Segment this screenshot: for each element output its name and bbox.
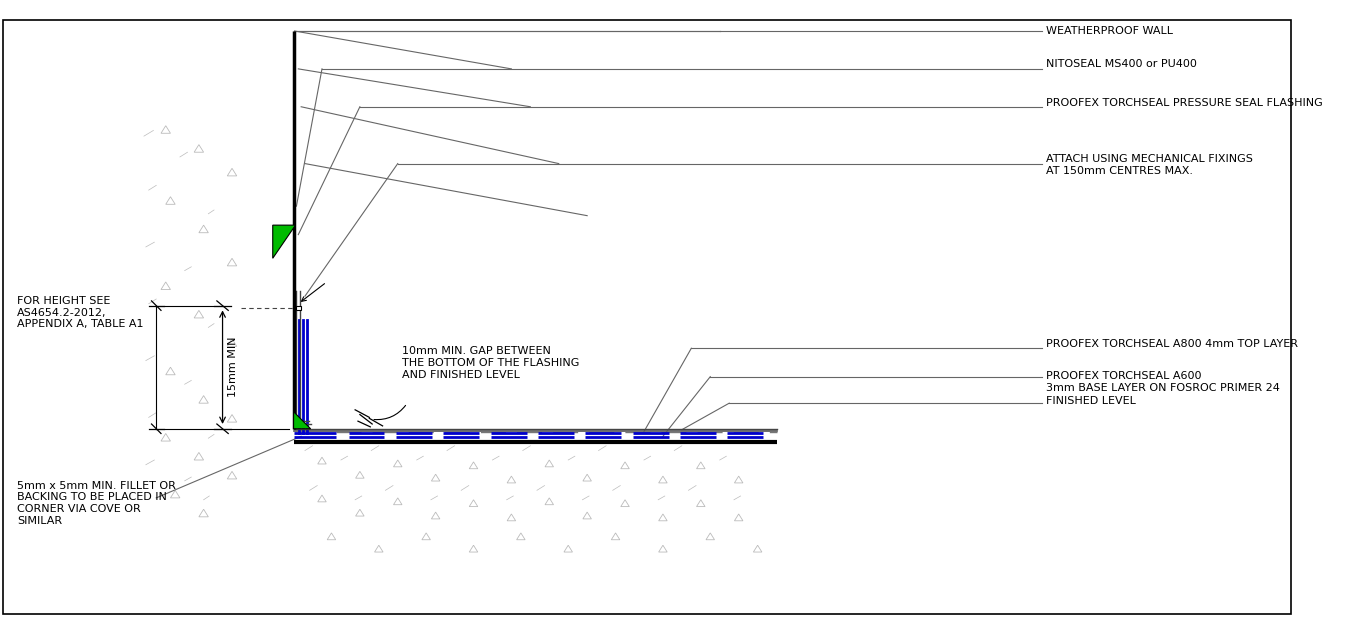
Text: PROOFEX TORCHSEAL A800 4mm TOP LAYER: PROOFEX TORCHSEAL A800 4mm TOP LAYER [1046, 339, 1299, 349]
Text: ATTACH USING MECHANICAL FIXINGS
AT 150mm CENTRES MAX.: ATTACH USING MECHANICAL FIXINGS AT 150mm… [1046, 154, 1254, 176]
Text: 5mm x 5mm MIN. FILLET OR
BACKING TO BE PLACED IN
CORNER VIA COVE OR
SIMILAR: 5mm x 5mm MIN. FILLET OR BACKING TO BE P… [16, 481, 176, 526]
Text: 10mm MIN. GAP BETWEEN
THE BOTTOM OF THE FLASHING
AND FINISHED LEVEL: 10mm MIN. GAP BETWEEN THE BOTTOM OF THE … [403, 346, 579, 380]
Polygon shape [294, 411, 310, 429]
Bar [296, 306, 301, 311]
Polygon shape [273, 225, 295, 258]
Text: WEATHERPROOF WALL: WEATHERPROOF WALL [1046, 26, 1173, 36]
Text: NITOSEAL MS400 or PU400: NITOSEAL MS400 or PU400 [1046, 59, 1198, 69]
Text: FINISHED LEVEL: FINISHED LEVEL [1046, 396, 1137, 406]
Text: FOR HEIGHT SEE
AS4654.2-2012,
APPENDIX A, TABLE A1: FOR HEIGHT SEE AS4654.2-2012, APPENDIX A… [16, 296, 143, 330]
Text: 15mm MIN: 15mm MIN [228, 337, 238, 398]
Text: PROOFEX TORCHSEAL A600
3mm BASE LAYER ON FOSROC PRIMER 24: PROOFEX TORCHSEAL A600 3mm BASE LAYER ON… [1046, 371, 1280, 392]
Text: PROOFEX TORCHSEAL PRESSURE SEAL FLASHING: PROOFEX TORCHSEAL PRESSURE SEAL FLASHING [1046, 98, 1324, 108]
